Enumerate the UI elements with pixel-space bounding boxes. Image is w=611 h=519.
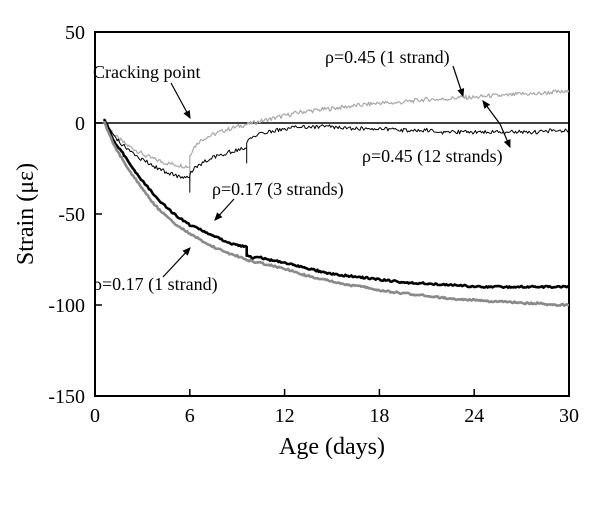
y-tick-label: 0 [75, 113, 85, 135]
y-tick-label: -150 [48, 386, 85, 408]
x-tick-label: 12 [275, 405, 295, 427]
annotation-label_rho045_12: ρ=0.45 (12 strands) [362, 146, 503, 167]
x-tick-label: 6 [185, 405, 195, 427]
y-tick-label: 50 [65, 22, 85, 44]
x-tick-label: 30 [559, 405, 579, 427]
strain-vs-age-chart: 0 6 12 18 24 30 -150 -100 -50 0 50 Age (days) Strain… [0, 0, 611, 519]
y-axis-label: Strain (με) [13, 163, 39, 265]
x-tick-label: 24 [464, 405, 484, 427]
annotation-label_crackingpoint: Cracking point [93, 62, 200, 82]
x-axis-label: Age (days) [279, 434, 385, 460]
x-tick-label: 0 [90, 405, 100, 427]
y-tick-label: -100 [48, 295, 85, 317]
annotation-label_rho017_3: ρ=0.17 (3 strands) [212, 179, 344, 200]
chart-svg: 0 6 12 18 24 30 -150 -100 -50 0 50 Age (days) Strain… [0, 0, 611, 519]
x-tick-label: 18 [369, 405, 389, 427]
annotation-label_rho017_1: ρ=0.17 (1 strand) [93, 274, 218, 295]
annotation-label_rho045_1: ρ=0.45 (1 strand) [325, 47, 450, 68]
y-tick-label: -50 [58, 204, 85, 226]
